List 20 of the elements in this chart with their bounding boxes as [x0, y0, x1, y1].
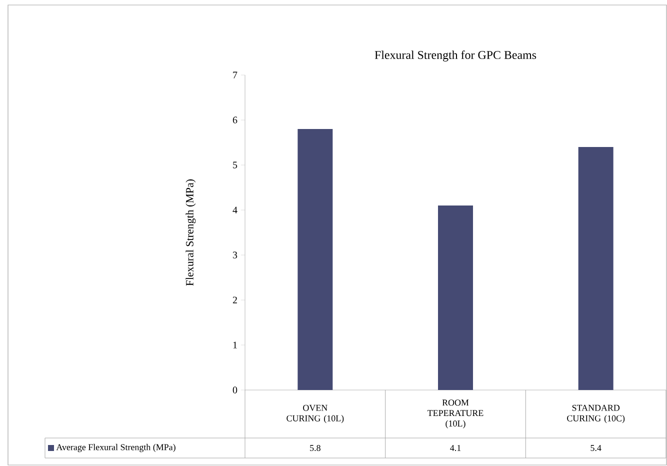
y-tick-label: 0 [232, 386, 238, 394]
x-tick-label: ROOM TEPERATURE (10L) [428, 400, 484, 428]
bar [578, 147, 614, 390]
data-label: 5.8 [310, 444, 320, 452]
data-label: 5.4 [590, 444, 602, 452]
y-tick-label: 4 [232, 206, 238, 214]
chart-title: Flexural Strength for GPC Beams [374, 50, 536, 62]
y-tick-label: 6 [232, 116, 238, 124]
x-tick-label: STANDARD CURING (10C) [567, 404, 625, 424]
bar [298, 129, 333, 390]
legend-label: Average Flexural Strength (MPa) [56, 444, 176, 452]
y-tick-label: 2 [232, 296, 237, 304]
y-tick-label: 5 [233, 162, 238, 168]
data-label: 4.1 [450, 444, 461, 452]
x-tick-label: OVEN CURING (10L) [286, 404, 344, 424]
y-tick-label: 7 [233, 72, 238, 78]
y-tick-label: 1 [233, 342, 237, 348]
y-axis-title: Flexural Strength (MPa) [186, 179, 196, 286]
bar [438, 206, 474, 390]
y-tick-label: 3 [232, 252, 238, 258]
